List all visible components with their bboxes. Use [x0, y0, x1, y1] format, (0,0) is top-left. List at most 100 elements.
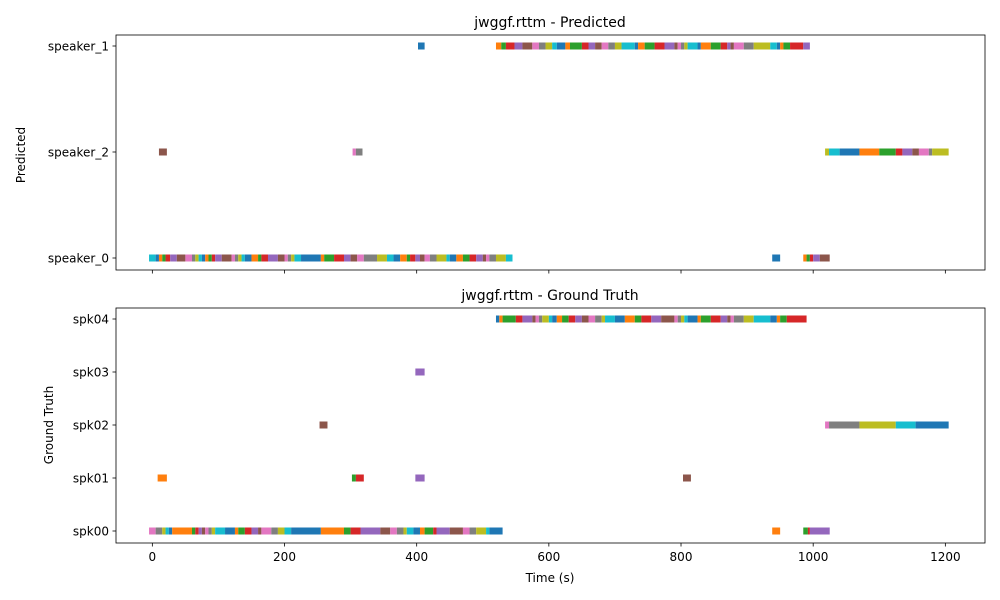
ground-truth-segment: [449, 527, 463, 535]
predicted-segment: [198, 254, 202, 262]
predicted-segment: [201, 254, 206, 262]
ground-truth-segment: [396, 527, 404, 535]
ground-truth-segment: [730, 315, 734, 323]
predicted-frame: [115, 34, 986, 271]
ground-truth-segment: [661, 315, 675, 323]
ground-truth-subplot: jwggf.rttm - Ground Truth Ground Truth s…: [42, 288, 986, 585]
ground-truth-segment: [605, 315, 615, 323]
ground-truth-segment: [588, 315, 596, 323]
ground-truth-segment: [415, 474, 425, 482]
predicted-segment: [291, 254, 295, 262]
predicted-segment: [621, 42, 635, 50]
ground-truth-segment: [495, 315, 500, 323]
ground-truth-segment: [201, 527, 206, 535]
ground-truth-segment: [700, 315, 711, 323]
ground-truth-segment: [683, 474, 691, 482]
predicted-subplot: jwggf.rttm - Predicted Predicted speaker…: [14, 15, 986, 274]
predicted-segment: [588, 42, 596, 50]
predicted-segment: [208, 254, 212, 262]
ground-truth-segment: [343, 527, 351, 535]
predicted-segment: [674, 42, 678, 50]
ground-truth-segment: [624, 315, 635, 323]
ground-truth-segment: [651, 315, 662, 323]
predicted-segment: [780, 42, 784, 50]
ground-truth-segment: [165, 527, 169, 535]
ground-truth-segment: [684, 315, 688, 323]
ground-truth-segment: [809, 527, 830, 535]
ground-truth-segment: [433, 527, 437, 535]
predicted-segment: [545, 42, 553, 50]
predicted-segment: [783, 42, 791, 50]
predicted-segment: [284, 254, 288, 262]
ground-truth-segment: [556, 315, 563, 323]
ground-truth-segment: [172, 527, 192, 535]
predicted-segment: [644, 42, 655, 50]
predicted-segment: [267, 254, 278, 262]
predicted-segment: [258, 254, 262, 262]
predicted-segment: [565, 42, 570, 50]
ground-truth-segment: [538, 315, 543, 323]
ground-truth-segment: [168, 527, 173, 535]
predicted-segment: [819, 254, 830, 262]
ground-truth-segment: [542, 315, 549, 323]
ground-truth-segment: [552, 315, 557, 323]
ground-truth-segment: [697, 315, 701, 323]
predicted-segment: [238, 254, 242, 262]
predicted-segment: [251, 254, 259, 262]
predicted-segment: [211, 254, 216, 262]
predicted-segment: [654, 42, 665, 50]
ground-truth-segment: [406, 527, 414, 535]
ground-truth-segment: [195, 527, 199, 535]
predicted-segment: [176, 254, 186, 262]
predicted-segment: [424, 254, 430, 262]
predicted-segment: [355, 148, 363, 156]
ground-truth-segment: [320, 527, 344, 535]
ground-truth-segment: [205, 527, 209, 535]
ground-truth-segment: [502, 315, 516, 323]
predicted-segment: [569, 42, 582, 50]
predicted-segment: [595, 42, 602, 50]
predicted-segment: [522, 42, 533, 50]
predicted-segment: [770, 42, 777, 50]
ground-truth-yticks: spk00 spk01 spk02 spk03 spk04: [73, 313, 116, 539]
ground-truth-segment: [535, 315, 539, 323]
ground-truth-segment: [208, 527, 212, 535]
ground-truth-segment: [469, 527, 477, 535]
ground-truth-segment: [390, 527, 397, 535]
predicted-segment: [720, 42, 728, 50]
predicted-segment: [806, 254, 810, 262]
ground-truth-segment: [157, 474, 167, 482]
predicted-segment: [776, 42, 781, 50]
ground-truth-segment: [355, 474, 364, 482]
predicted-segment: [809, 254, 814, 262]
ground-truth-segment: [568, 315, 576, 323]
predicted-segment: [556, 42, 566, 50]
predicted-segment: [261, 254, 268, 262]
predicted-segment: [324, 254, 335, 262]
ground-truth-segment: [601, 315, 606, 323]
predicted-segment: [462, 254, 470, 262]
ground-truth-segment: [413, 527, 420, 535]
predicted-segment: [803, 254, 807, 262]
predicted-segment: [505, 42, 515, 50]
ground-truth-segment: [211, 527, 216, 535]
ground-truth-segment: [825, 421, 830, 429]
predicted-segment: [664, 42, 675, 50]
predicted-segment: [406, 254, 411, 262]
ground-truth-segment: [720, 315, 728, 323]
ground-truth-ytick-label: spk01: [73, 472, 109, 486]
predicted-segment: [185, 254, 192, 262]
ground-truth-segment: [277, 527, 285, 535]
ground-truth-segment: [677, 315, 682, 323]
predicted-segment: [301, 254, 321, 262]
predicted-segment: [410, 254, 416, 262]
ground-truth-segment: [162, 527, 166, 535]
predicted-yticks: speaker_0 speaker_2 speaker_1: [48, 40, 116, 266]
predicted-segment: [221, 254, 232, 262]
predicted-segment: [343, 254, 351, 262]
predicted-segment: [400, 254, 407, 262]
predicted-segment: [234, 254, 239, 262]
predicted-segment: [730, 42, 734, 50]
predicted-segment: [352, 148, 356, 156]
